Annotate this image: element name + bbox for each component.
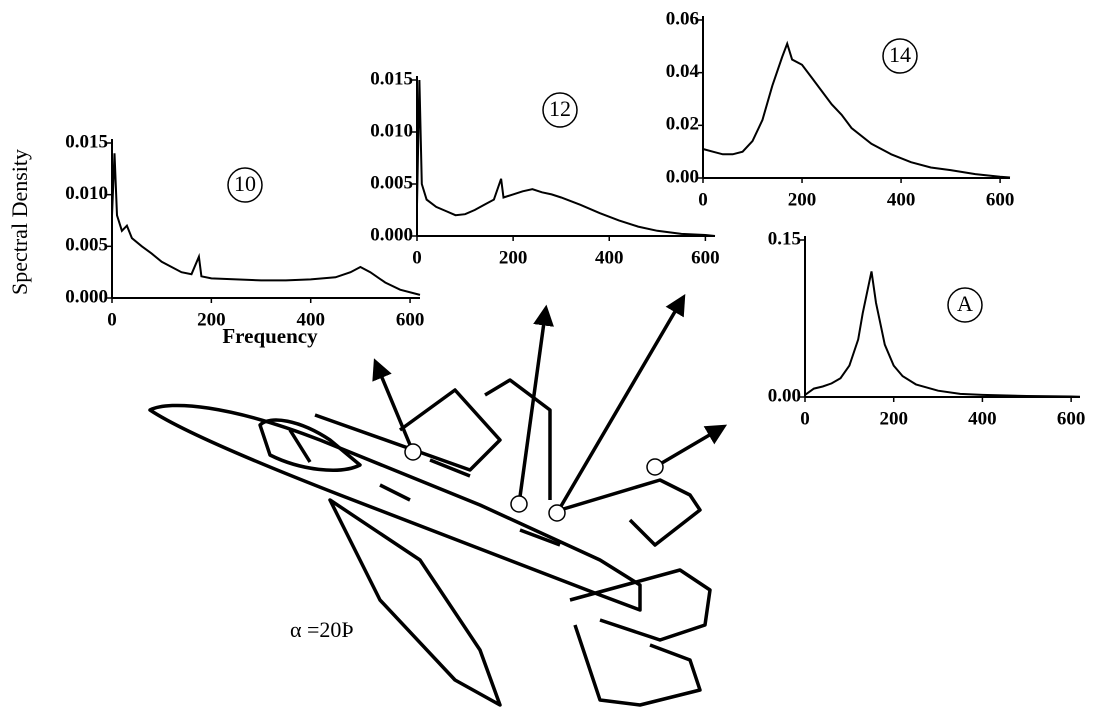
x-tick-label: 600	[691, 247, 720, 268]
y-tick-label: 0.000	[370, 224, 413, 245]
chart-title: A	[957, 291, 973, 316]
x-tick-label: 200	[879, 408, 908, 429]
x-tick-label: 400	[296, 309, 325, 330]
angle-label: α =20Þ	[290, 617, 354, 642]
spectrum-line	[111, 153, 421, 296]
spectrum-line	[804, 271, 1081, 398]
x-tick-label: 200	[197, 309, 226, 330]
y-tick-label: 0.010	[65, 183, 108, 204]
title-circle	[947, 287, 983, 323]
sensors	[404, 443, 664, 522]
x-tick-label: 400	[595, 247, 624, 268]
x-tick-label: 0	[412, 247, 422, 268]
y-tick-label: 0.005	[370, 172, 413, 193]
x-tick-label: 200	[788, 189, 817, 210]
y-tick-label: 0.000	[65, 286, 108, 307]
x-axis-label: Frequency	[222, 324, 318, 348]
title-circle	[882, 38, 918, 74]
arrow	[372, 358, 415, 453]
y-tick-label: 0.00	[768, 385, 801, 406]
x-tick-label: 400	[887, 189, 916, 210]
sensor	[510, 495, 528, 513]
chart-title: 14	[889, 42, 911, 67]
x-tick-label: 0	[698, 189, 708, 210]
arrow	[517, 304, 554, 505]
chart-title: 12	[549, 96, 571, 121]
sensor-arrows	[372, 293, 728, 514]
x-tick-label: 600	[396, 309, 425, 330]
spectrum-line	[416, 79, 716, 237]
title-circle	[227, 167, 263, 203]
sensor	[646, 458, 664, 476]
x-tick-label: 0	[107, 309, 117, 330]
title-circle	[542, 92, 578, 128]
x-tick-label: 400	[968, 408, 997, 429]
x-tick-label: 600	[1057, 408, 1086, 429]
y-tick-label: 0.015	[65, 131, 108, 152]
arrow	[654, 424, 728, 469]
y-tick-label: 0.06	[666, 8, 699, 29]
arrow	[555, 293, 686, 514]
y-tick-label: 0.005	[65, 235, 108, 256]
chart-title: 10	[234, 171, 256, 196]
y-tick-label: 0.010	[370, 120, 413, 141]
y-axis-label: Spectral Density	[7, 149, 32, 295]
aircraft	[148, 378, 712, 707]
spectrum-line	[702, 40, 1011, 179]
y-tick-label: 0.15	[768, 228, 801, 249]
sensor	[548, 504, 566, 522]
x-tick-label: 0	[800, 408, 810, 429]
sensor	[404, 443, 422, 461]
x-tick-label: 600	[986, 189, 1015, 210]
x-tick-label: 200	[499, 247, 528, 268]
y-tick-label: 0.04	[666, 61, 700, 82]
y-tick-label: 0.015	[370, 68, 413, 89]
y-tick-label: 0.00	[666, 166, 699, 187]
y-tick-label: 0.02	[666, 114, 699, 135]
